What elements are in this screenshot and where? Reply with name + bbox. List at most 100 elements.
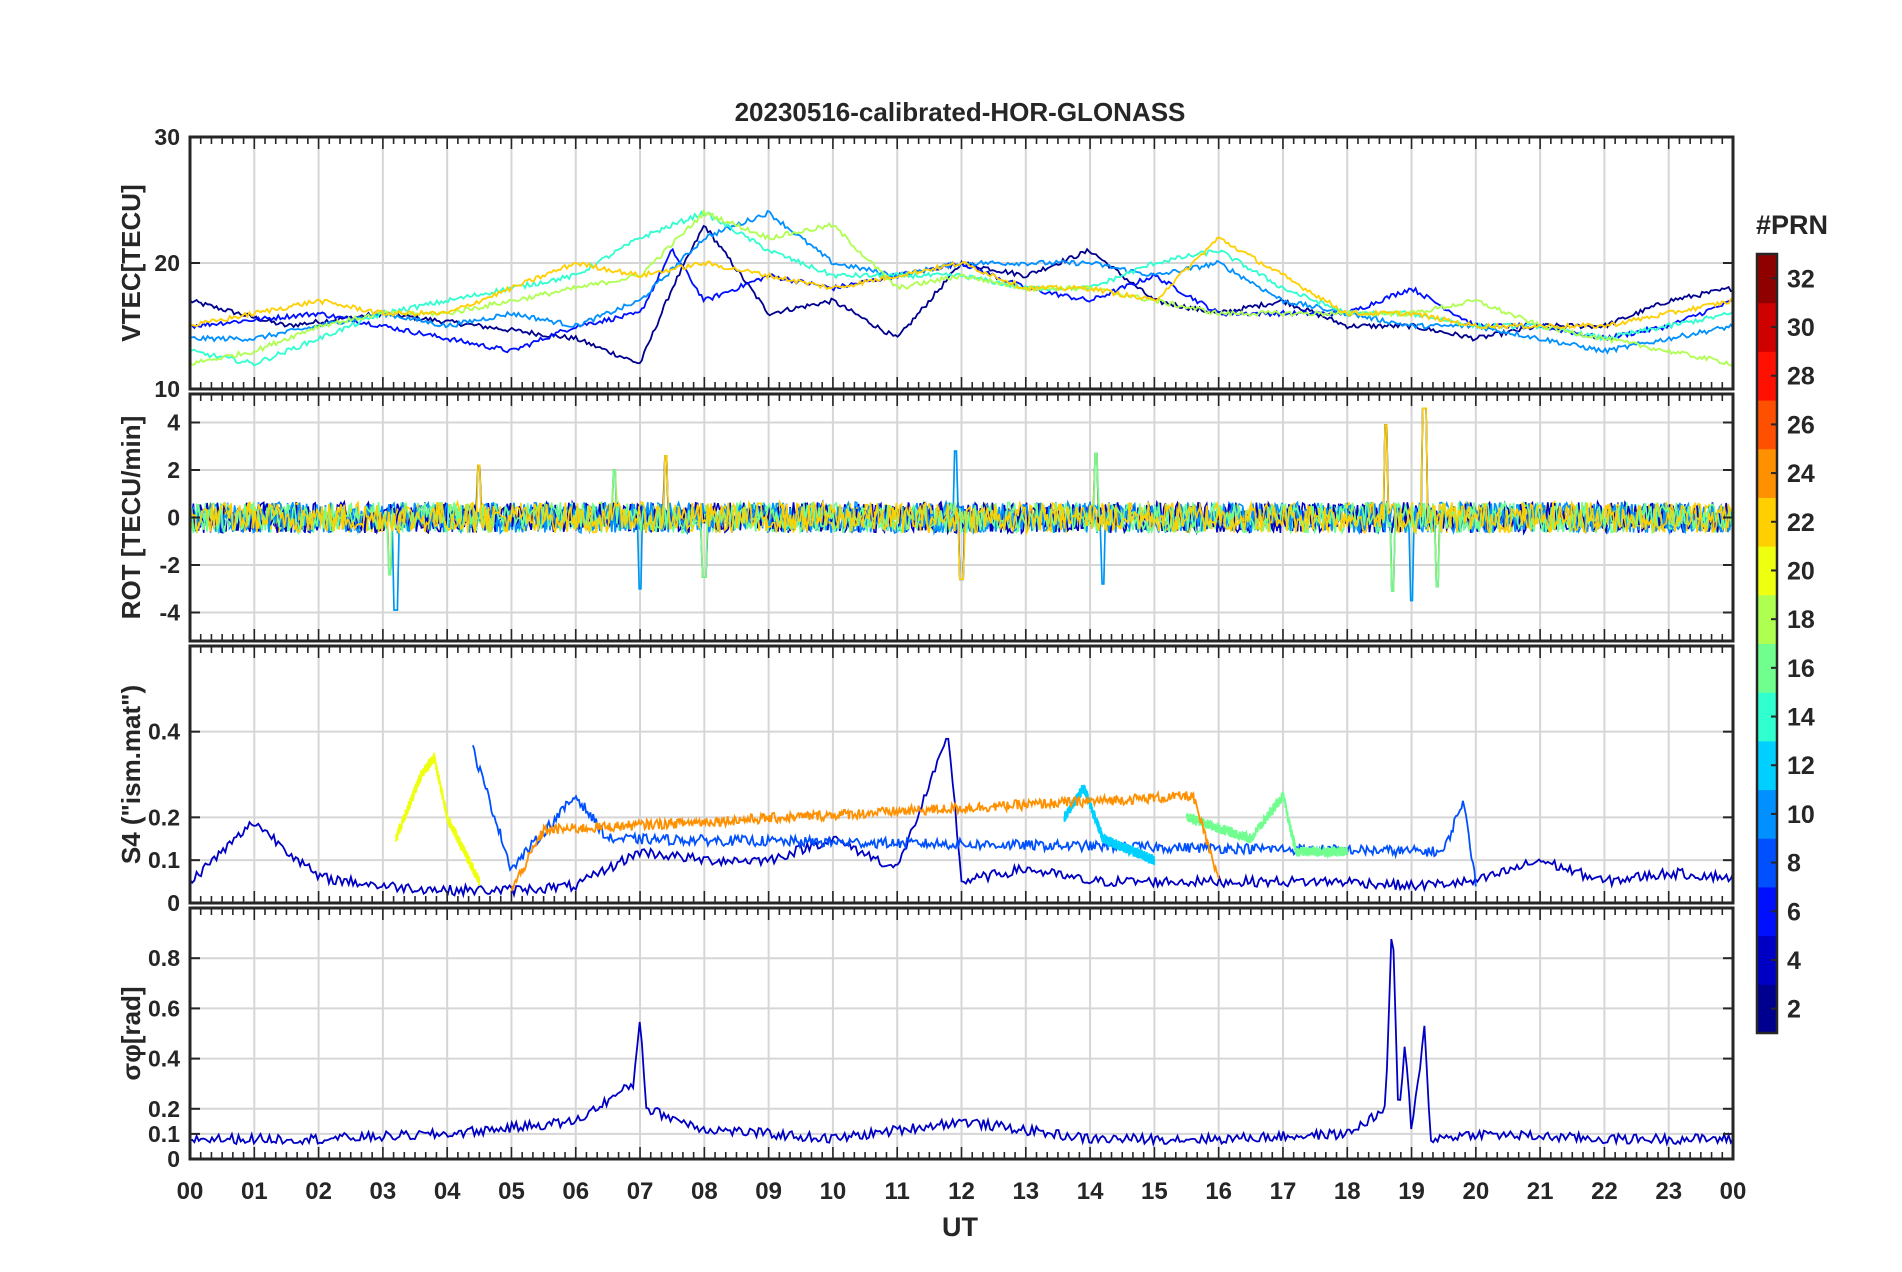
colorbar-tick-label: 28 — [1787, 363, 1815, 391]
x-tick-label: 03 — [370, 1178, 397, 1205]
colorbar-tick-label: 30 — [1787, 314, 1815, 342]
x-tick-label: 02 — [305, 1178, 332, 1205]
x-tick-label: 21 — [1527, 1178, 1554, 1205]
series-line-baseline — [190, 938, 1733, 1148]
panel-1: 10 20 30 VTEC[TECU] — [116, 124, 1735, 402]
colorbar-tick-label: 8 — [1787, 850, 1801, 878]
y-tick-label: 0.6 — [148, 995, 180, 1021]
colorbar-tick-label: 14 — [1787, 704, 1815, 732]
y-tick-label: 0 — [167, 890, 180, 916]
colorbar-tick-label: 12 — [1787, 752, 1815, 780]
y-tick-label: 0.4 — [148, 719, 180, 745]
series-line-prn-17 — [1185, 791, 1349, 860]
y-axis-label: S4 ("ism.mat") — [116, 685, 146, 864]
panel-data — [190, 407, 1733, 611]
x-tick-label: 13 — [1012, 1178, 1039, 1205]
colorbar-swatch — [1757, 789, 1777, 839]
colorbar-swatch — [1757, 984, 1777, 1034]
y-tick-label: -4 — [160, 600, 181, 626]
colorbar-swatch — [1757, 886, 1777, 937]
colorbar-swatch — [1757, 400, 1777, 450]
y-tick-label: 0 — [167, 1146, 180, 1172]
x-tick-label: 00 — [1720, 1178, 1747, 1205]
colorbar-tick-label: 16 — [1787, 655, 1815, 683]
y-axis-label: VTEC[TECU] — [116, 184, 146, 341]
series-line-prn-22 — [190, 236, 1733, 330]
y-axis-label: ROT [TECU/min] — [116, 416, 146, 620]
x-tick-label: 09 — [755, 1178, 782, 1205]
y-axis-label: σφ[rad] — [116, 986, 146, 1080]
colorbar-title: #PRN — [1756, 210, 1828, 240]
y-tick-label: -2 — [160, 552, 180, 578]
y-tick-label: 0.1 — [148, 847, 180, 873]
x-tick-label: 20 — [1462, 1178, 1489, 1205]
colorbar-swatch — [1757, 254, 1777, 304]
y-tick-label: 0.8 — [148, 945, 180, 971]
x-tick-label: 01 — [241, 1178, 268, 1205]
colorbar-swatch — [1757, 692, 1777, 742]
y-tick-label: 30 — [154, 124, 180, 150]
colorbar-swatch — [1757, 740, 1777, 791]
colorbar-tick-label: 26 — [1787, 411, 1815, 439]
x-tick-label: 07 — [627, 1178, 654, 1205]
y-tick-label: 0.2 — [148, 1096, 180, 1122]
series-line-prn-14 — [1063, 784, 1156, 866]
colorbar-swatch — [1757, 935, 1777, 985]
y-tick-label: 0.1 — [148, 1121, 180, 1147]
x-tick-label: 05 — [498, 1178, 525, 1205]
y-tick-label: 0 — [167, 505, 180, 531]
colorbar-tick-label: 10 — [1787, 801, 1815, 829]
x-tick-label: 11 — [885, 1178, 910, 1205]
x-tick-label: 16 — [1205, 1178, 1232, 1205]
colorbar-tick-label: 18 — [1787, 606, 1815, 634]
series-line-prn-21 — [394, 752, 481, 886]
x-tick-label: 22 — [1591, 1178, 1618, 1205]
y-tick-label: 2 — [167, 457, 180, 483]
colorbar-tick-label: 24 — [1787, 460, 1815, 488]
x-tick-label: 10 — [820, 1178, 847, 1205]
colorbar-swatch — [1757, 838, 1777, 888]
y-tick-label: 4 — [167, 410, 180, 436]
colorbar-swatch — [1757, 594, 1777, 644]
panel-data — [190, 208, 1733, 367]
x-tick-labels: 00 01 02 03 04 05 06 07 08 09 10 11 12 13 14 15 16 17 18 19… — [177, 1178, 1747, 1205]
y-tick-label: 0.2 — [148, 804, 180, 830]
colorbar-swatch — [1757, 643, 1777, 693]
x-tick-label: 00 — [177, 1178, 204, 1205]
x-tick-label: 06 — [562, 1178, 589, 1205]
x-tick-label: 08 — [691, 1178, 718, 1205]
panel-2: -4 -2 0 2 4 ROT [TECU/min] — [116, 392, 1735, 643]
panel-4: 00.10.2 0.4 0.6 0.8σφ[rad] — [116, 906, 1735, 1172]
colorbar-frame — [1755, 252, 1779, 1035]
rot-series-line — [190, 407, 1733, 581]
rot-series-line — [190, 450, 1733, 611]
y-tick-label: 20 — [154, 250, 180, 276]
x-tick-label: 17 — [1270, 1178, 1297, 1205]
colorbar-tick-label: 4 — [1787, 947, 1801, 975]
series-line-prn-23 — [510, 789, 1220, 893]
x-axis-label: UT — [942, 1212, 978, 1242]
y-tick-label: 0.4 — [148, 1046, 180, 1072]
colorbar-tick-label: 2 — [1787, 996, 1801, 1024]
panel-3: 0 0.1 0.2 0.4S4 ("ism.mat") — [116, 644, 1735, 916]
x-tick-label: 18 — [1334, 1178, 1361, 1205]
figure-title: 20230516-calibrated-HOR-GLONASS — [735, 97, 1186, 127]
rot-series-line — [190, 452, 1733, 592]
panel-data — [190, 938, 1733, 1148]
colorbar-swatch — [1757, 546, 1777, 596]
colorbar-tick-label: 6 — [1787, 898, 1801, 926]
x-tick-label: 15 — [1141, 1178, 1168, 1205]
x-tick-label: 19 — [1398, 1178, 1425, 1205]
y-tick-label: 10 — [154, 376, 180, 402]
colorbar-swatch — [1757, 351, 1777, 401]
colorbar-swatch — [1757, 497, 1777, 547]
x-tick-label: 04 — [434, 1178, 461, 1205]
x-tick-label: 23 — [1655, 1178, 1682, 1205]
colorbar-tick-label: 32 — [1787, 265, 1815, 293]
x-tick-label: 14 — [1077, 1178, 1104, 1205]
colorbar-tick-label: 20 — [1787, 557, 1815, 585]
colorbar-tick-label: 22 — [1787, 509, 1815, 537]
